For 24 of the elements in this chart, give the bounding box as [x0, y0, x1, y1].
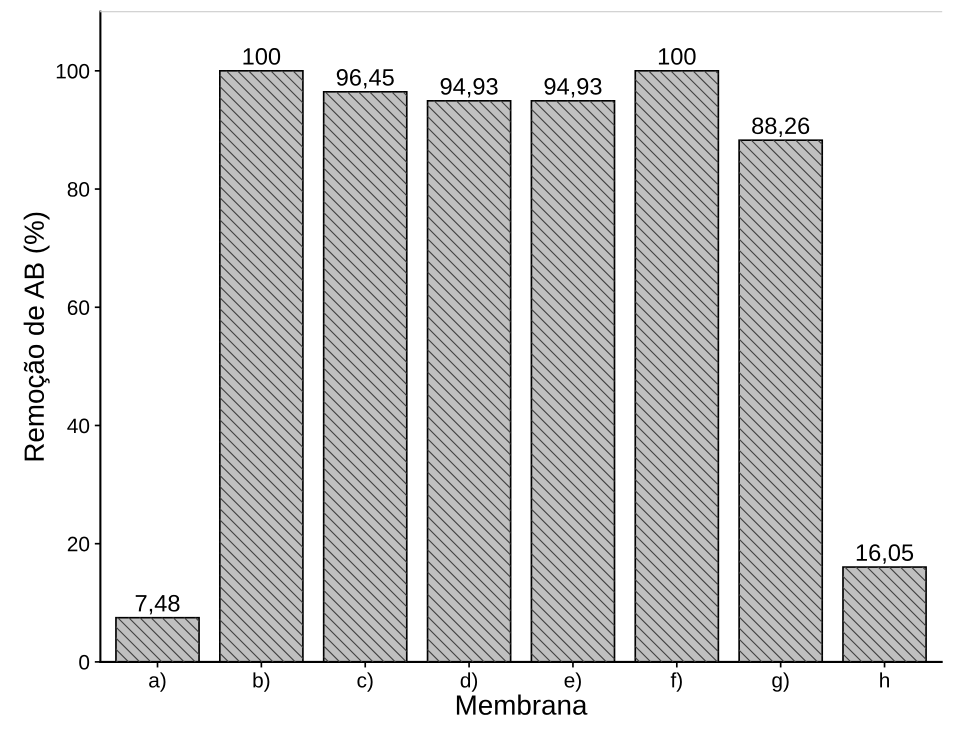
x-tick-label: c) — [357, 672, 373, 692]
x-tick-label: d) — [460, 672, 478, 692]
y-tick-label: 20 — [68, 536, 90, 552]
y-tick-label: 60 — [68, 300, 90, 316]
x-tick-label: g) — [772, 672, 789, 692]
x-tick-label: f) — [670, 672, 682, 692]
data-label: 94,93 — [440, 78, 498, 98]
x-tick-label: b) — [253, 672, 270, 692]
y-tick-label: 80 — [68, 182, 90, 197]
data-label: 100 — [243, 48, 280, 65]
y-axis-title: Remoção de AB (%) — [24, 212, 50, 460]
data-label: 7,48 — [136, 594, 180, 614]
y-tick-label: 100 — [56, 64, 90, 79]
data-label: 16,05 — [856, 544, 914, 564]
y-tick-label: 40 — [67, 418, 90, 434]
data-label: 88,26 — [752, 117, 810, 137]
x-tick-label: e) — [564, 672, 581, 692]
y-tick-label: 0 — [79, 654, 90, 670]
data-label: 96,45 — [336, 69, 394, 89]
data-label: 94,93 — [544, 78, 602, 98]
x-tick-label: a) — [149, 672, 166, 692]
x-tick-label: h — [880, 672, 889, 688]
data-label: 100 — [658, 48, 696, 65]
x-axis-title: Membrana — [456, 694, 588, 715]
